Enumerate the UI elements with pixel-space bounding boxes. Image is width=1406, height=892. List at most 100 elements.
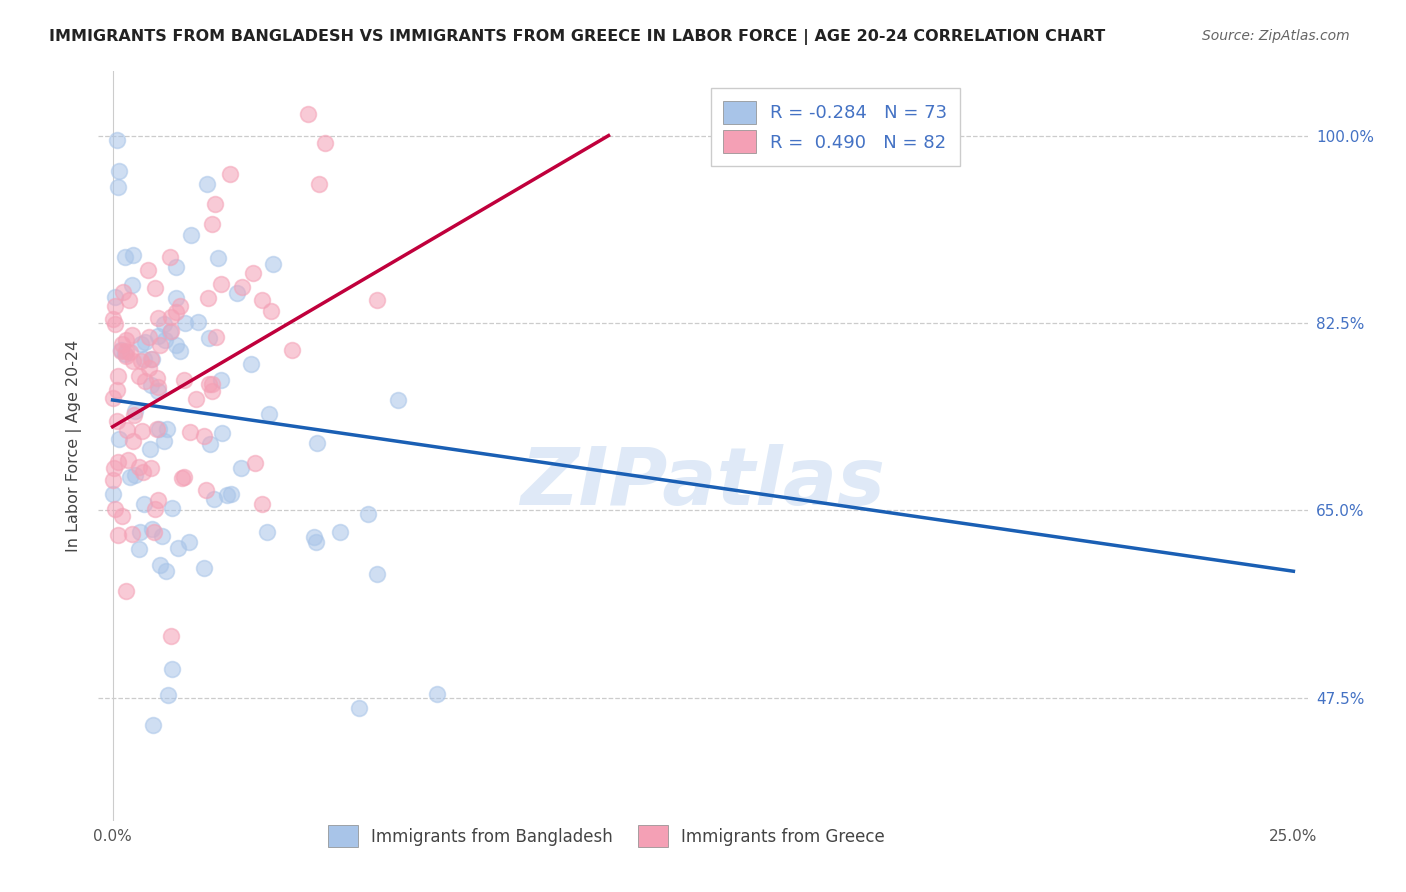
Point [115, 349, 138, 363]
Point [308, 178, 330, 192]
Text: ZIPatlas: ZIPatlas [520, 444, 886, 523]
Point [159, 310, 181, 324]
Point [121, 327, 143, 342]
Point [148, 380, 170, 394]
Point [193, 561, 215, 575]
Y-axis label: In Labor Force | Age 20-24: In Labor Force | Age 20-24 [66, 340, 83, 552]
Point [167, 541, 190, 555]
Point [170, 471, 193, 485]
Point [138, 442, 160, 456]
Point [387, 393, 409, 408]
Point [207, 251, 229, 265]
Point [146, 422, 169, 436]
Point [124, 468, 146, 483]
Point [155, 564, 177, 578]
Point [131, 425, 153, 439]
Point [173, 469, 195, 483]
Point [131, 465, 153, 479]
Point [240, 358, 263, 372]
Point [101, 311, 124, 326]
Point [165, 338, 187, 352]
Point [165, 260, 187, 275]
Point [217, 488, 239, 502]
Point [281, 343, 304, 357]
Point [146, 384, 169, 398]
Point [107, 368, 129, 383]
Point [195, 483, 218, 498]
Point [111, 285, 134, 299]
Point [114, 250, 136, 264]
Point [141, 460, 163, 475]
Point [297, 107, 319, 121]
Point [149, 558, 172, 572]
Point [231, 461, 253, 475]
Point [160, 501, 183, 516]
Point [122, 248, 145, 262]
Point [105, 414, 128, 428]
Point [107, 455, 129, 469]
Point [159, 324, 181, 338]
Point [138, 330, 160, 344]
Point [146, 328, 169, 343]
Point [366, 566, 388, 581]
Point [179, 425, 201, 439]
Point [201, 377, 224, 392]
Point [114, 344, 136, 359]
Point [197, 377, 219, 392]
Point [197, 291, 219, 305]
Point [173, 373, 195, 387]
Point [305, 534, 328, 549]
Point [204, 197, 226, 211]
Point [242, 266, 264, 280]
Point [101, 473, 124, 487]
Point [149, 338, 172, 352]
Point [131, 337, 153, 351]
Point [195, 177, 218, 191]
Point [136, 263, 159, 277]
Point [201, 218, 224, 232]
Point [122, 408, 145, 422]
Point [152, 317, 174, 331]
Point [114, 333, 136, 347]
Point [121, 434, 143, 448]
Point [349, 701, 371, 715]
Point [160, 630, 183, 644]
Point [105, 384, 128, 398]
Point [198, 331, 221, 345]
Point [103, 391, 125, 405]
Point [148, 422, 170, 436]
Point [193, 429, 215, 443]
Point [169, 343, 191, 358]
Point [146, 310, 169, 325]
Point [177, 535, 200, 549]
Point [146, 371, 169, 385]
Point [139, 352, 162, 367]
Point [101, 487, 124, 501]
Point [104, 289, 127, 303]
Point [111, 337, 134, 351]
Point [129, 353, 152, 368]
Point [121, 527, 143, 541]
Point [204, 330, 226, 344]
Point [111, 509, 134, 524]
Point [132, 497, 155, 511]
Point [329, 524, 352, 539]
Text: IMMIGRANTS FROM BANGLADESH VS IMMIGRANTS FROM GREECE IN LABOR FORCE | AGE 20-24 : IMMIGRANTS FROM BANGLADESH VS IMMIGRANTS… [49, 29, 1105, 45]
Point [356, 507, 378, 521]
Point [153, 434, 176, 449]
Point [153, 333, 176, 347]
Point [118, 470, 141, 484]
Point [132, 352, 155, 367]
Point [160, 662, 183, 676]
Point [104, 299, 127, 313]
Point [107, 528, 129, 542]
Point [114, 347, 136, 361]
Point [165, 305, 187, 319]
Point [103, 461, 125, 475]
Point [124, 403, 146, 417]
Point [252, 497, 274, 511]
Point [141, 377, 163, 392]
Point [169, 300, 191, 314]
Point [209, 277, 232, 291]
Point [118, 293, 141, 308]
